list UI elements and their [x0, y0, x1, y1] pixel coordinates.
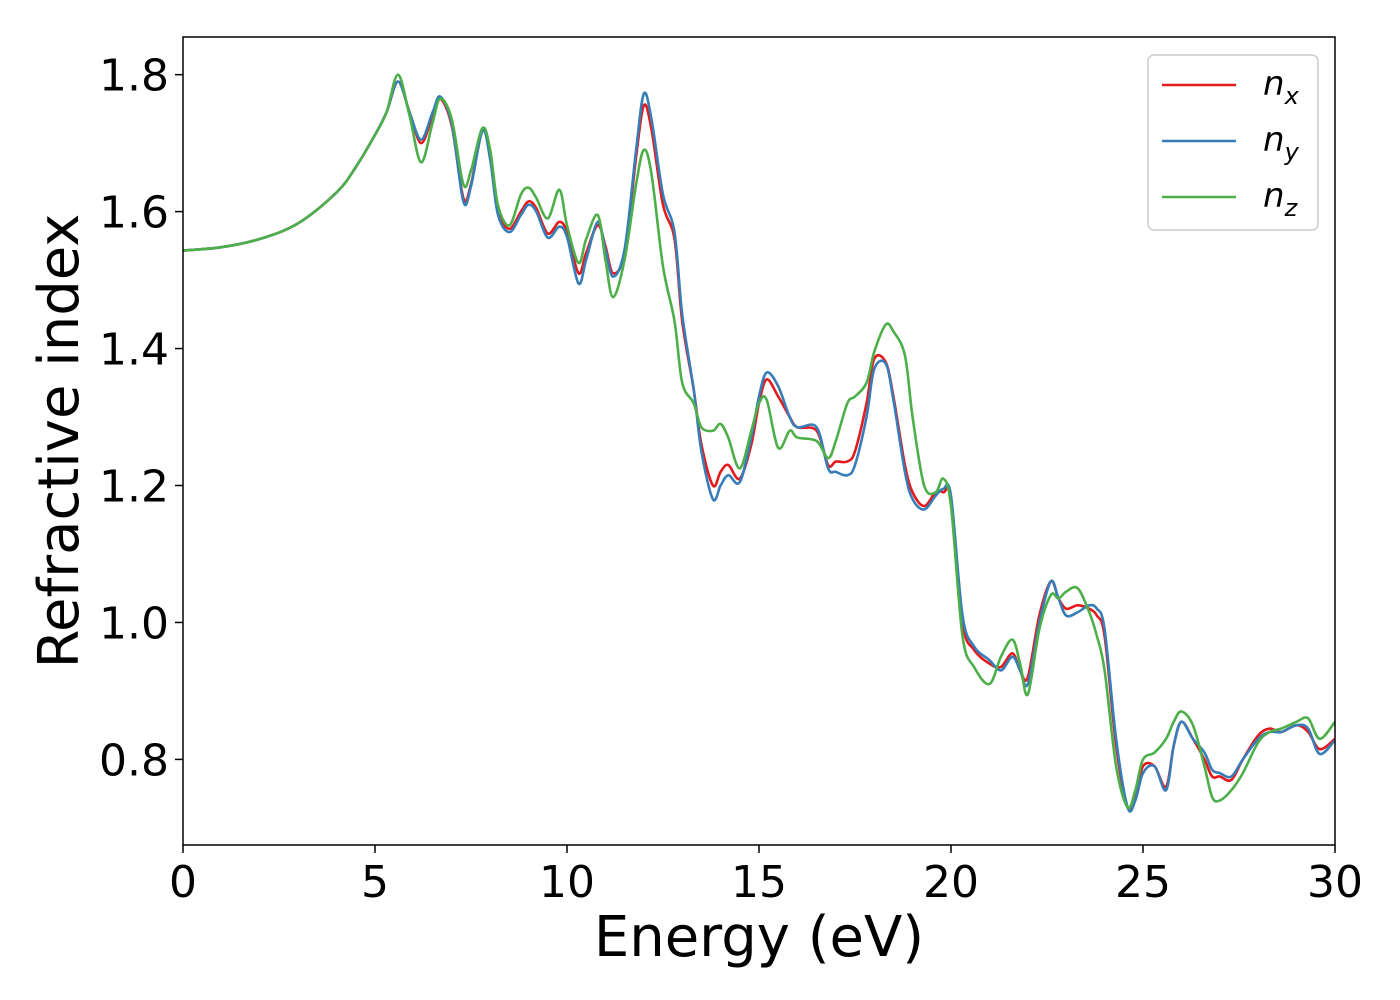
legend: nx ny nz [1147, 54, 1319, 231]
legend-label: ny [1263, 120, 1300, 166]
legend-label: nz [1263, 176, 1299, 222]
series-line-n-y [183, 80, 1335, 813]
x-tick-label: 5 [361, 857, 389, 908]
series-line-n-z [183, 73, 1335, 810]
x-tick-label: 30 [1307, 857, 1363, 908]
y-tick-label: 1.4 [99, 325, 169, 376]
x-tick-label: 10 [539, 857, 595, 908]
x-tick-label: 0 [169, 857, 197, 908]
x-axis-ticks: 0 5 10 15 20 25 30 [169, 845, 1363, 908]
x-axis-label: Energy (eV) [594, 905, 924, 970]
x-tick-label: 15 [731, 857, 787, 908]
x-tick-label: 20 [923, 857, 979, 908]
y-axis-ticks: 0.8 1.0 1.2 1.4 1.6 1.8 [99, 51, 183, 786]
x-tick-label: 25 [1115, 857, 1171, 908]
legend-label: nx [1263, 64, 1300, 110]
legend-box [1147, 54, 1319, 231]
y-tick-label: 1.6 [99, 188, 169, 239]
y-tick-label: 1.8 [99, 51, 169, 102]
y-axis-label: Refractive index [27, 214, 92, 669]
series-lines [183, 73, 1335, 813]
y-tick-label: 1.2 [99, 462, 169, 513]
y-tick-label: 0.8 [99, 735, 169, 786]
y-tick-label: 1.0 [99, 598, 169, 649]
